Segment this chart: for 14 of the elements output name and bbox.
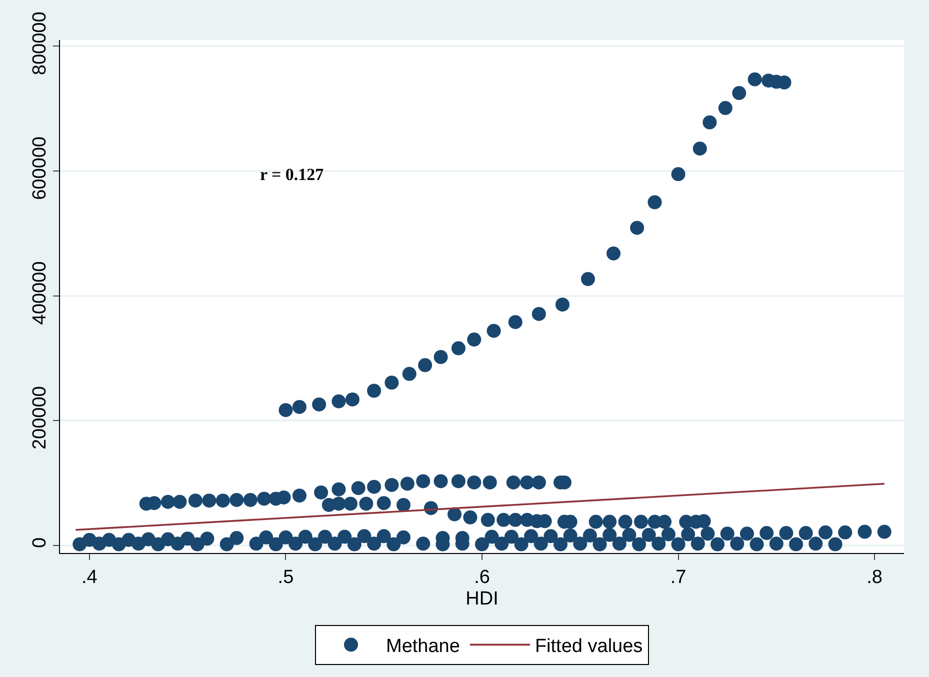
annotation: r = 0.127: [260, 165, 324, 184]
x-tick-label: .5: [278, 566, 294, 588]
legend-label: Fitted values: [534, 636, 643, 658]
x-tick-label: .8: [866, 566, 882, 588]
legend-label: Methane: [386, 636, 460, 658]
x-tick-label: .4: [82, 566, 98, 588]
x-tick-label: .6: [474, 566, 490, 588]
y-tick-label: 400000: [29, 261, 50, 325]
y-tick-label: 200000: [29, 386, 50, 450]
x-axis-title: HDI: [466, 588, 498, 610]
y-tick-label: 0: [29, 537, 50, 548]
x-tick-label: .7: [670, 566, 686, 588]
y-tick-label: 600000: [29, 136, 50, 200]
y-tick-label: 800000: [29, 12, 50, 76]
